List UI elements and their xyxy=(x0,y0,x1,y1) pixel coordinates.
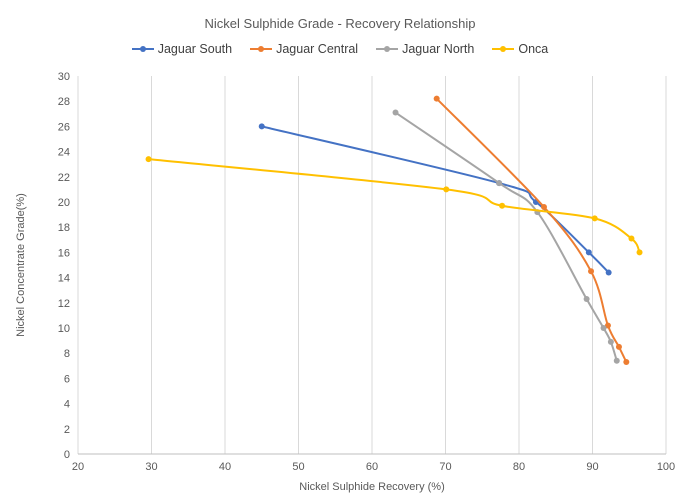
data-point-onca xyxy=(499,202,506,209)
legend-label: Onca xyxy=(518,42,549,56)
legend-marker xyxy=(250,44,273,54)
x-tick-label: 60 xyxy=(366,461,378,473)
x-tick-label: 80 xyxy=(513,461,525,473)
x-tick-label: 50 xyxy=(292,461,304,473)
data-point-jaguar-north xyxy=(583,296,590,303)
y-tick-label: 4 xyxy=(64,399,70,411)
legend-label: Jaguar Central xyxy=(276,42,359,56)
y-tick-label: 10 xyxy=(58,323,70,335)
x-tick-label: 90 xyxy=(586,461,598,473)
data-point-jaguar-central xyxy=(433,95,440,102)
y-tick-label: 12 xyxy=(58,298,70,310)
data-point-jaguar-south xyxy=(605,269,612,276)
legend-item-onca: Onca xyxy=(492,42,548,56)
y-tick-label: 16 xyxy=(58,247,70,259)
x-tick-label: 30 xyxy=(145,461,157,473)
data-point-jaguar-north xyxy=(613,357,620,364)
data-point-jaguar-south xyxy=(585,249,592,256)
legend-label: Jaguar South xyxy=(157,42,233,56)
x-tick-label: 70 xyxy=(439,461,451,473)
y-tick-label: 14 xyxy=(58,273,70,285)
y-tick-label: 18 xyxy=(58,222,70,234)
y-tick-label: 0 xyxy=(64,449,70,461)
y-tick-label: 26 xyxy=(58,121,70,133)
x-axis-title: Nickel Sulphide Recovery (%) xyxy=(299,481,445,493)
data-point-onca xyxy=(591,215,598,222)
y-axis-title: Nickel Concentrate Grade(%) xyxy=(15,193,27,337)
data-point-jaguar-south xyxy=(258,123,265,130)
chart-title: Nickel Sulphide Grade - Recovery Relatio… xyxy=(204,16,476,31)
data-point-onca xyxy=(145,156,152,163)
legend-label: Jaguar North xyxy=(402,42,475,56)
x-tick-label: 40 xyxy=(219,461,231,473)
y-tick-label: 6 xyxy=(64,373,70,385)
data-point-jaguar-central xyxy=(604,322,611,329)
legend-item-jaguar-south: Jaguar South xyxy=(131,42,233,56)
data-point-jaguar-north xyxy=(600,325,607,331)
data-point-jaguar-central xyxy=(615,343,622,350)
y-tick-label: 2 xyxy=(64,424,70,436)
series-line-onca xyxy=(148,158,641,253)
series-line-jaguar-north xyxy=(394,111,618,362)
x-tick-label: 20 xyxy=(72,461,84,473)
series-line-jaguar-south xyxy=(261,125,610,274)
data-point-jaguar-central xyxy=(540,204,547,211)
legend-marker xyxy=(131,44,154,54)
y-tick-label: 28 xyxy=(58,96,70,108)
y-tick-label: 8 xyxy=(64,348,70,360)
legend-marker xyxy=(492,44,515,54)
data-point-onca xyxy=(443,186,450,193)
legend-item-jaguar-north: Jaguar North xyxy=(376,42,474,56)
data-point-onca xyxy=(628,235,635,242)
data-point-jaguar-north xyxy=(607,338,614,345)
y-tick-label: 22 xyxy=(58,172,70,184)
legend-marker xyxy=(376,44,399,54)
y-tick-label: 24 xyxy=(58,147,70,159)
data-point-jaguar-central xyxy=(623,359,630,366)
series-line-jaguar-central xyxy=(435,97,628,363)
data-point-jaguar-north xyxy=(392,109,399,116)
data-point-jaguar-central xyxy=(588,268,595,275)
data-point-jaguar-north xyxy=(496,180,503,187)
y-tick-label: 30 xyxy=(58,71,70,83)
data-point-onca xyxy=(636,249,643,256)
legend-item-jaguar-central: Jaguar Central xyxy=(250,42,358,56)
x-tick-label: 100 xyxy=(657,461,675,473)
chart-legend: Jaguar South Jaguar Central Jaguar North On… xyxy=(0,42,680,56)
y-tick-label: 20 xyxy=(58,197,70,209)
